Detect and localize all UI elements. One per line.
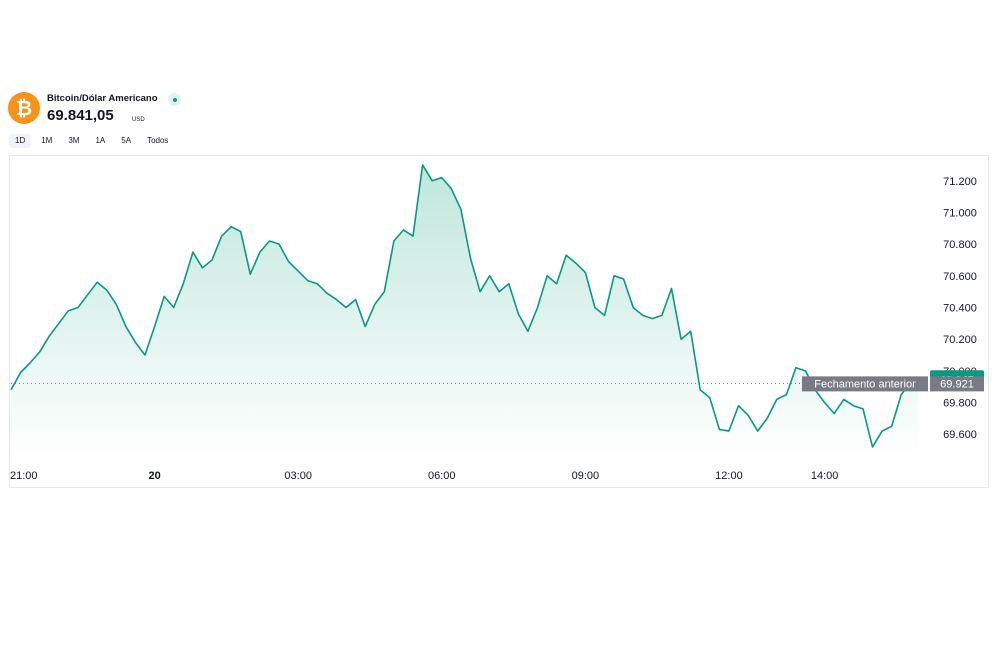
series-area-fill xyxy=(11,164,918,458)
range-5a-button[interactable]: 5A xyxy=(121,136,132,145)
x-tick-label: 21:00 xyxy=(10,470,38,482)
range-3m-button[interactable]: 3M xyxy=(68,136,80,145)
bitcoin-logo-icon: ₿ xyxy=(8,92,40,124)
instrument-header: ₿ Bitcoin/Dólar Americano 69.841,05 USD xyxy=(8,89,408,127)
price-chart[interactable]: 71.20071.00070.80070.60070.40070.20070.0… xyxy=(10,156,990,489)
y-tick-label: 71.200 xyxy=(943,176,977,188)
x-tick-label: 12:00 xyxy=(715,470,743,482)
x-tick-label: 06:00 xyxy=(428,470,456,482)
range-1a-button[interactable]: 1A xyxy=(95,136,106,145)
range-1m-button[interactable]: 1M xyxy=(41,136,53,145)
x-tick-label: 14:00 xyxy=(811,470,839,482)
range-all-button[interactable]: Todos xyxy=(147,136,169,145)
previous-close-label: Fechamento anterior xyxy=(814,378,916,390)
range-1d-button[interactable]: 1D xyxy=(9,134,32,148)
previous-close-label-badge xyxy=(802,376,928,392)
y-tick-label: 70.400 xyxy=(943,303,977,315)
previous-close-value-badge xyxy=(930,376,984,392)
current-price: 69.841,05 xyxy=(47,107,114,124)
currency-label: USD xyxy=(132,117,145,123)
previous-close-value: 69.921 xyxy=(940,378,974,390)
y-tick-label: 70.600 xyxy=(943,271,977,283)
y-tick-label: 69.600 xyxy=(943,429,977,441)
x-tick-label: 03:00 xyxy=(284,470,312,482)
instrument-name[interactable]: Bitcoin/Dólar Americano xyxy=(47,93,158,104)
y-tick-label: 69.800 xyxy=(943,398,977,410)
y-tick-label: 70.800 xyxy=(943,239,977,251)
y-tick-label: 71.000 xyxy=(943,207,977,219)
price-series-line[interactable] xyxy=(10,164,919,448)
x-tick-label: 09:00 xyxy=(572,470,600,482)
y-tick-label: 70.200 xyxy=(943,334,977,346)
time-range-selector: 1D 1M 3M 1A 5A Todos xyxy=(9,134,174,148)
market-open-dot-icon[interactable] xyxy=(168,93,181,106)
chart-container[interactable]: 71.20071.00070.80070.60070.40070.20070.0… xyxy=(9,155,989,488)
x-tick-label: 20 xyxy=(148,470,160,482)
